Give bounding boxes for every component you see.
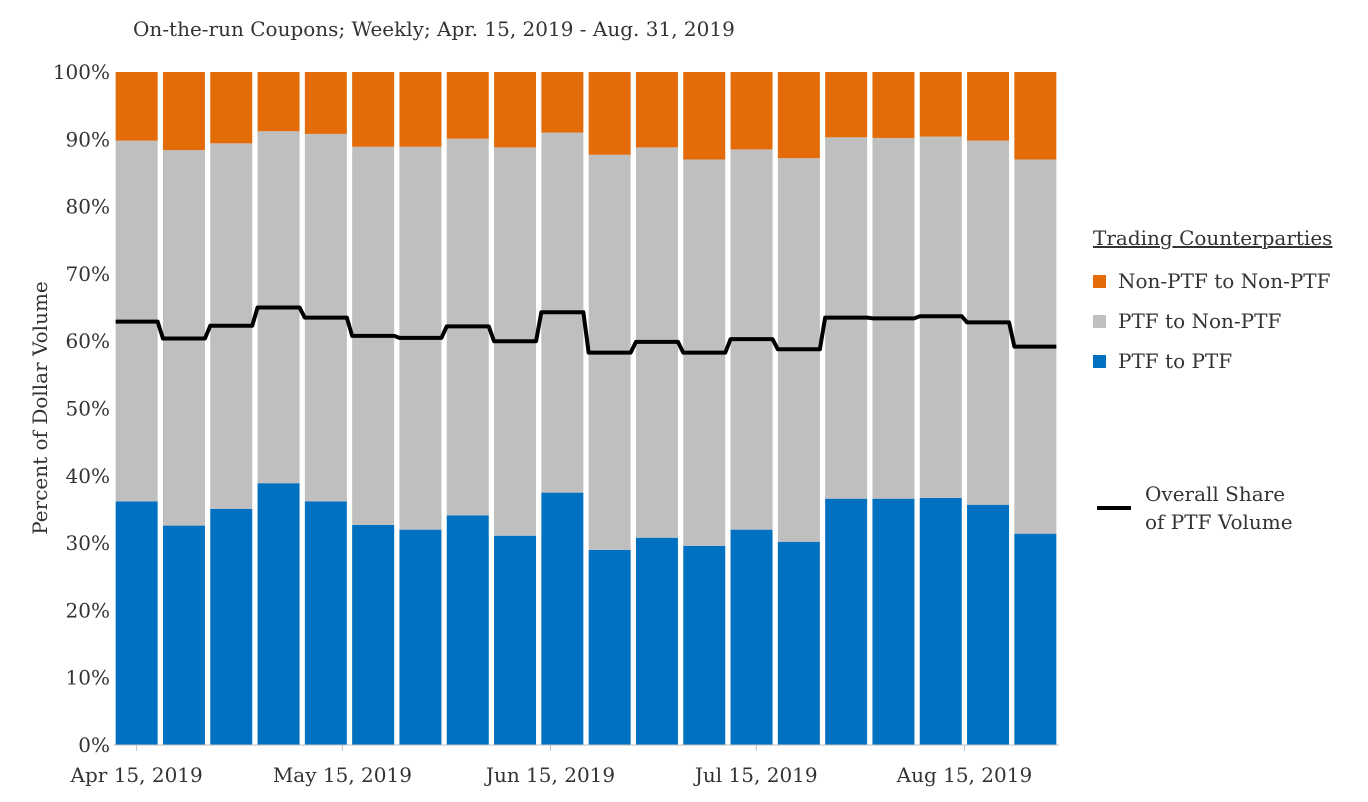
line-legend-text: Overall Share of PTF Volume xyxy=(1145,480,1293,536)
bar-segment-ptf-to-ptf xyxy=(1014,533,1057,745)
bar-segment-ptf-to-ptf xyxy=(494,535,537,745)
bar-segment-ptf-to-ptf xyxy=(825,498,868,745)
bar-segment-ptf-to-ptf xyxy=(683,545,726,745)
bar-segment-ptf-to-ptf xyxy=(162,525,205,745)
legend-item-non-ptf-to-non-ptf: Non-PTF to Non-PTF xyxy=(1093,261,1332,301)
x-axis-ticks: Apr 15, 2019 May 15, 2019 Jun 15, 2019 Jul … xyxy=(70,745,1033,787)
bar-segment-ptf-to-ptf xyxy=(210,508,253,745)
overall-ptf-share-line xyxy=(115,305,1057,355)
y-axis-ticks: 0% 10% 20% 30% 40% 50% 60% 70% 80% 90% 100% xyxy=(53,60,110,757)
line-legend: Overall Share of PTF Volume xyxy=(1097,480,1293,536)
bar-segment-ptf-to-ptf xyxy=(967,504,1010,745)
bar-segment-ptf-to-ptf xyxy=(588,549,631,745)
y-tick-label: 60% xyxy=(66,329,110,353)
x-tick-label: Aug 15, 2019 xyxy=(896,763,1033,787)
bar-segment-ptf-to-ptf xyxy=(446,515,489,745)
y-axis-label: Percent of Dollar Volume xyxy=(28,281,52,535)
y-tick-label: 100% xyxy=(53,60,110,84)
bar-segment-non-ptf-to-non-ptf xyxy=(304,72,347,134)
bar-segment-non-ptf-to-non-ptf xyxy=(730,72,773,150)
legend-item-ptf-to-ptf: PTF to PTF xyxy=(1093,341,1332,381)
bar-segment-ptf-to-ptf xyxy=(635,537,678,745)
x-tick-label: Jul 15, 2019 xyxy=(693,763,818,787)
bar-segment-non-ptf-to-non-ptf xyxy=(210,72,253,144)
bar-segment-ptf-to-ptf xyxy=(257,483,300,745)
legend-label: PTF to Non-PTF xyxy=(1118,309,1282,333)
bar-segment-non-ptf-to-non-ptf xyxy=(919,72,962,137)
bar-segment-ptf-to-ptf xyxy=(304,501,347,745)
bar-segment-ptf-to-ptf xyxy=(919,498,962,745)
bar-segment-non-ptf-to-non-ptf xyxy=(825,72,868,138)
bar-segment-non-ptf-to-non-ptf xyxy=(446,72,489,139)
bar-segment-non-ptf-to-non-ptf xyxy=(352,72,395,147)
legend-title: Trading Counterparties xyxy=(1093,226,1333,250)
line-legend-label-1: Overall Share xyxy=(1145,482,1286,506)
bar-segment-non-ptf-to-non-ptf xyxy=(872,72,915,138)
bar-segment-non-ptf-to-non-ptf xyxy=(777,72,820,159)
bar-segment-ptf-to-ptf xyxy=(115,501,158,745)
chart-subtitle: On-the-run Coupons; Weekly; Apr. 15, 201… xyxy=(133,17,735,41)
x-tick-label: May 15, 2019 xyxy=(273,763,412,787)
x-tick-label: Apr 15, 2019 xyxy=(70,763,203,787)
bar-segment-ptf-to-ptf xyxy=(352,524,395,745)
bar-segment-ptf-to-ptf xyxy=(872,498,915,745)
bar-segment-ptf-to-ptf xyxy=(399,529,442,745)
bar-segment-non-ptf-to-non-ptf xyxy=(494,72,537,148)
legend-swatch-gray xyxy=(1093,314,1106,328)
y-tick-label: 30% xyxy=(66,531,110,555)
legend-label: Non-PTF to Non-PTF xyxy=(1118,269,1331,293)
legend-line-swatch xyxy=(1097,506,1131,510)
legend-label: PTF to PTF xyxy=(1118,349,1233,373)
y-tick-label: 20% xyxy=(66,598,110,622)
legend-swatch-blue xyxy=(1093,354,1106,368)
bar-segment-non-ptf-to-non-ptf xyxy=(541,72,584,133)
bar-segment-non-ptf-to-non-ptf xyxy=(683,72,726,160)
bar-segment-non-ptf-to-non-ptf xyxy=(635,72,678,148)
bar-segment-non-ptf-to-non-ptf xyxy=(257,72,300,132)
bar-segment-non-ptf-to-non-ptf xyxy=(115,72,158,141)
legend-swatch-orange xyxy=(1093,274,1106,288)
y-tick-label: 50% xyxy=(66,397,110,421)
y-tick-label: 10% xyxy=(66,666,110,690)
bar-segment-non-ptf-to-non-ptf xyxy=(588,72,631,155)
bar-segment-ptf-to-ptf xyxy=(777,541,820,745)
y-tick-label: 80% xyxy=(66,195,110,219)
legend: Trading Counterparties Non-PTF to Non-PT… xyxy=(1093,226,1332,381)
bar-segment-non-ptf-to-non-ptf xyxy=(1014,72,1057,160)
x-tick-label: Jun 15, 2019 xyxy=(484,763,615,787)
bar-segment-non-ptf-to-non-ptf xyxy=(162,72,205,151)
y-tick-label: 0% xyxy=(78,733,110,757)
legend-item-ptf-to-non-ptf: PTF to Non-PTF xyxy=(1093,301,1332,341)
bar-marks xyxy=(115,72,1057,745)
y-tick-label: 70% xyxy=(66,262,110,286)
y-tick-label: 90% xyxy=(66,127,110,151)
bar-segment-non-ptf-to-non-ptf xyxy=(399,72,442,147)
bar-segment-non-ptf-to-non-ptf xyxy=(967,72,1010,141)
bar-segment-ptf-to-ptf xyxy=(541,492,584,745)
bar-segment-ptf-to-ptf xyxy=(730,529,773,745)
line-legend-label-2: of PTF Volume xyxy=(1145,510,1293,534)
y-tick-label: 40% xyxy=(66,464,110,488)
